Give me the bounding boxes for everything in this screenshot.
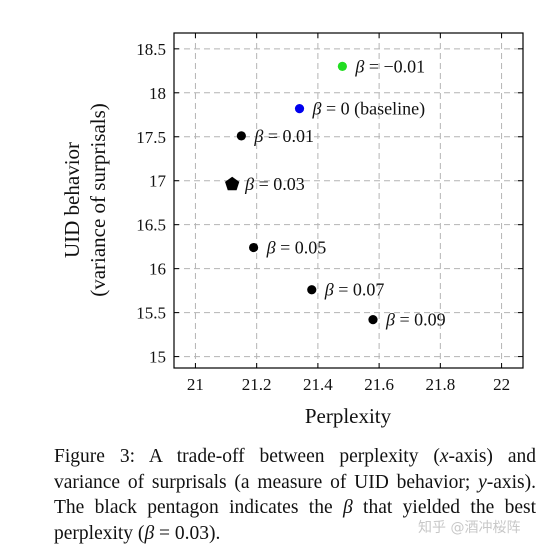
data-point-label: β = 0.07 <box>324 280 385 300</box>
data-point <box>236 131 246 141</box>
data-point <box>307 285 317 295</box>
y-tick-label: 15.5 <box>136 304 166 323</box>
caption-part-5: = 0.03). <box>154 522 221 544</box>
x-tick-label: 22 <box>493 375 510 394</box>
beta-symbol: β <box>253 126 263 146</box>
x-tick-label: 21.4 <box>303 375 333 394</box>
y-tick-label: 18 <box>149 84 166 103</box>
data-point <box>294 104 305 114</box>
caption-part-2: -axis) and variance of surprisals (a mea… <box>54 446 536 493</box>
plot-frame <box>173 32 524 369</box>
y-tick-label: 18.5 <box>136 40 166 59</box>
x-axis-ticks: 21 21.2 21.4 21.6 21.8 22 <box>187 33 510 394</box>
caption-y-symbol: y <box>478 471 487 493</box>
figure-caption: Figure 3: A trade-off between perplexity… <box>54 444 536 546</box>
beta-value: = 0 (baseline) <box>321 99 425 120</box>
scatter-chart: 21 21.2 21.4 21.6 21.8 22 1515.51616.51717.51… <box>60 32 524 428</box>
y-axis-ticks: 15 15.5 16 16.5 17 17.5 18 18.5 <box>136 40 523 367</box>
data-point <box>337 61 347 72</box>
beta-value: = 0.07 <box>334 280 385 300</box>
x-axis-label: Perplexity <box>305 404 392 428</box>
data-point-label: β = −0.01 <box>354 56 425 76</box>
beta-value: = 0.09 <box>395 310 446 330</box>
y-tick-label: 17.5 <box>136 128 166 147</box>
data-point <box>368 315 378 325</box>
grid-lines <box>174 33 523 368</box>
beta-symbol: β <box>324 280 334 300</box>
data-points: β = −0.01β = 0 (baseline)β = 0.01β = 0.0… <box>225 56 446 330</box>
data-point-label: β = 0.05 <box>266 238 327 258</box>
y-axis-label-line-2: (variance of surprisals) <box>86 103 110 297</box>
beta-value: = 0.03 <box>254 174 305 194</box>
data-point-label: β = 0.03 <box>244 174 305 194</box>
x-tick-label: 21.6 <box>364 375 394 394</box>
caption-part-1: Figure 3: A trade-off between perplexity… <box>54 446 440 467</box>
caption-x-symbol: x <box>439 446 449 467</box>
beta-symbol: β <box>266 238 276 258</box>
beta-symbol: β <box>312 99 322 119</box>
caption-part-3: -axis). The black pentagon indicates the <box>54 471 536 519</box>
data-point-pentagon <box>225 176 240 191</box>
y-tick-label: 17 <box>149 172 167 191</box>
beta-symbol: β <box>385 310 395 330</box>
beta-value: = 0.01 <box>263 126 314 146</box>
y-tick-label: 16 <box>149 260 166 279</box>
x-tick-label: 21.8 <box>425 375 455 394</box>
caption-beta-symbol: β <box>342 497 353 518</box>
beta-symbol: β <box>244 174 254 194</box>
caption-beta-symbol-2: β <box>144 522 155 544</box>
y-tick-label: 15 <box>149 348 166 367</box>
watermark: 知乎 @酒冲桜阵 <box>418 520 521 536</box>
y-tick-label: 16.5 <box>136 216 166 235</box>
x-tick-label: 21.2 <box>242 375 272 394</box>
beta-value: = −0.01 <box>364 56 425 76</box>
y-axis-label: UID behavior (variance of surprisals) <box>60 103 110 297</box>
data-point-label: β = 0 (baseline) <box>312 99 426 120</box>
data-point <box>248 242 259 253</box>
x-tick-label: 21 <box>187 375 204 394</box>
data-point-label: β = 0.09 <box>385 310 446 330</box>
y-axis-label-line-1: UID behavior <box>60 142 84 258</box>
data-point-label: β = 0.01 <box>253 126 314 146</box>
beta-symbol: β <box>354 56 364 76</box>
caption-part-4: that yielded the best perplexity ( <box>54 497 537 544</box>
beta-value: = 0.05 <box>276 238 327 258</box>
